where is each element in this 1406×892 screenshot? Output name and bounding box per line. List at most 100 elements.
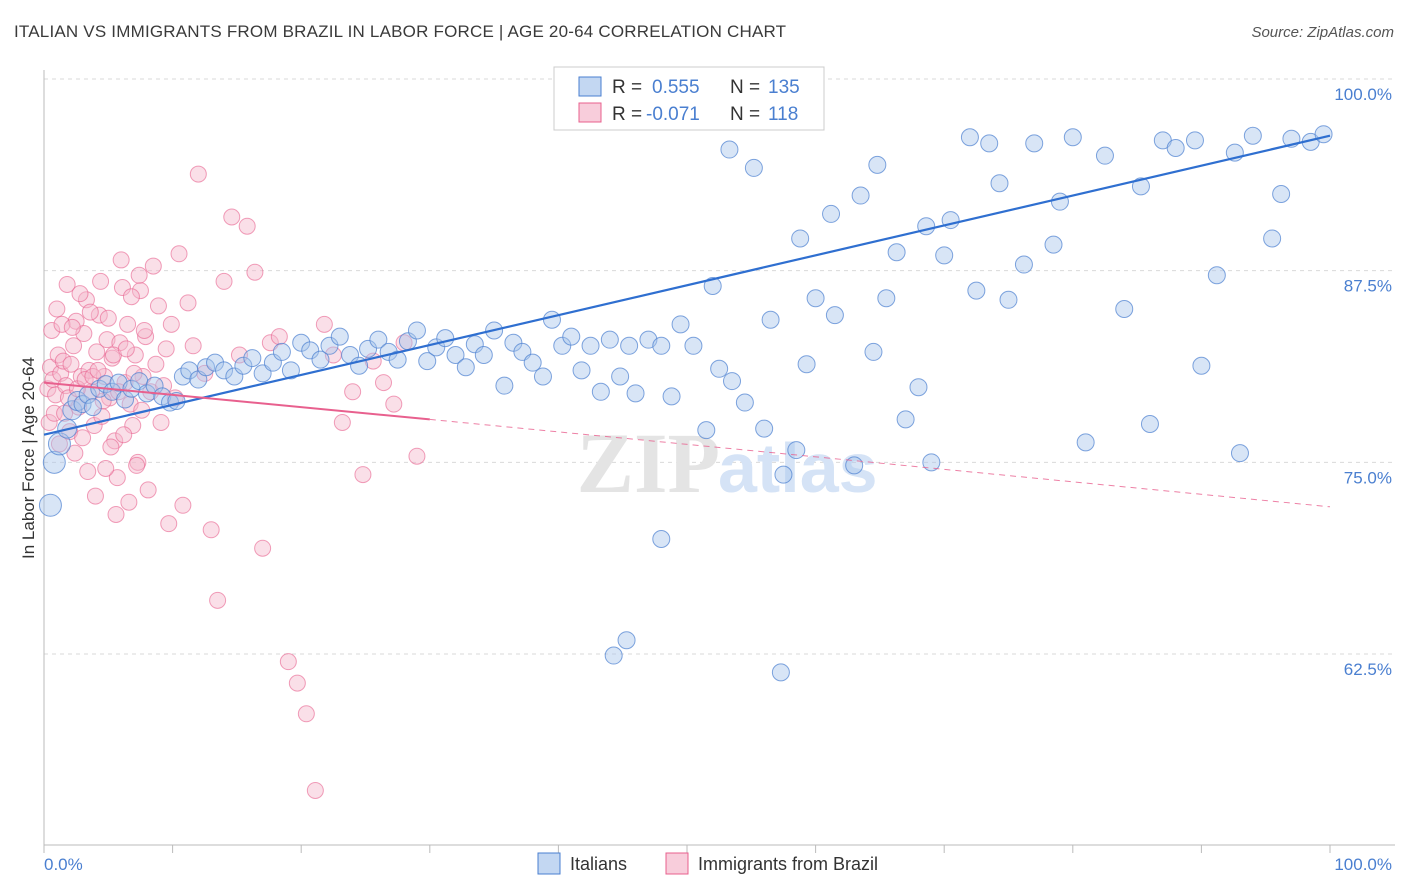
italians-point [206,353,225,372]
italians-point [720,140,739,159]
italians-point [684,336,703,355]
y-tick-label: 75.0% [1344,468,1392,487]
source-credit: Source: ZipAtlas.com [1251,24,1394,41]
italians-point [562,327,581,346]
italians-point [330,327,349,346]
italians-point [735,393,754,412]
italians-point [311,350,330,369]
brazil-point [81,303,99,321]
italians-point [553,336,572,355]
brazil-point [408,447,426,465]
italians-point [418,352,437,371]
italians-point [967,281,986,300]
legend-swatch-italians [578,76,602,97]
brazil-point [43,321,61,339]
brazil-point [92,272,110,290]
brazil-point [149,297,167,315]
brazil-point [160,515,178,533]
italians-point [774,465,793,484]
italians-point [533,367,552,386]
brazil-trend-line-extrapolated [429,418,1331,508]
brazil-point [74,429,92,447]
italians-point [999,290,1018,309]
italians-point [980,134,999,153]
italians-point [822,204,841,223]
italians-point [620,336,639,355]
italians-point [1140,415,1159,433]
italians-point [771,663,790,682]
italians-point [935,246,954,265]
legend-swatch-brazil [578,102,602,123]
italians-point [744,158,763,177]
brazil-point [97,459,115,477]
italians-point [581,336,600,355]
brazil-point [102,438,120,456]
brazil-point [66,444,84,462]
brazil-point [119,315,137,333]
brazil-point [202,521,220,539]
italians-point [1025,134,1044,153]
x-tick-label: 0.0% [44,855,83,874]
italians-point [369,330,388,349]
brazil-point [288,674,306,692]
brazil-point [126,346,144,364]
italians-point [1207,266,1226,285]
italians-point [572,361,591,380]
brazil-point [107,505,125,523]
italians-point [320,336,339,355]
italians-point [388,350,407,369]
brazil-point [375,374,393,392]
brazil-point [137,328,155,346]
brazil-point [254,539,272,557]
y-tick-label: 87.5% [1344,277,1392,296]
bottom-legend-swatch-italians [537,852,561,875]
italians-point [1243,126,1262,145]
italians-point [600,330,619,349]
brazil-point [279,653,297,671]
legend-n-value-blue: 135 [768,77,800,98]
brazil-point [215,272,233,290]
tick-labels: 62.5% 75.0% 87.5% 100.0% 0.0% 100.0% [44,85,1392,874]
italians-point [617,631,636,650]
brazil-point [315,315,333,333]
italians-point [1050,192,1069,211]
legend-n-value-pink: 118 [768,104,798,125]
italians-point [671,315,690,334]
italians-point [215,361,234,380]
italians-point [851,186,870,205]
italians-point [877,289,896,308]
brazil-point [99,309,117,327]
brazil-point [130,266,148,284]
italians-point [83,398,102,417]
brazil-point [58,275,76,293]
italians-point [243,349,262,368]
italians-point [710,359,729,378]
italians-point [960,128,979,147]
chart-title: ITALIAN VS IMMIGRANTS FROM BRAZIL IN LAB… [14,22,787,41]
correlation-legend: R = 0.555 N = 135 R = -0.071 N = 118 [553,66,825,131]
italians-point [359,339,378,358]
italians-point [1263,229,1282,248]
italians-point [887,243,906,262]
brazil-point [147,355,165,373]
italians-point [62,400,83,421]
italians-point [292,333,311,352]
italians-point [909,378,928,397]
italians-point [456,358,475,377]
brazil-point [135,321,153,339]
watermark: ZIP atlas [577,415,878,511]
italians-point [917,217,936,236]
brazil-point [333,413,351,431]
y-axis-label: In Labor Force | Age 20-64 [19,357,38,559]
brazil-point [131,282,149,300]
legend-r-value-blue: 0.555 [652,77,700,98]
italians-point [1230,444,1249,463]
brazil-point [50,435,68,453]
italians-point [1095,146,1114,165]
italians-point [896,410,915,429]
brazil-point [117,340,135,358]
brazil-point [128,456,146,474]
brazil-point [89,361,107,379]
italians-point [281,361,300,380]
